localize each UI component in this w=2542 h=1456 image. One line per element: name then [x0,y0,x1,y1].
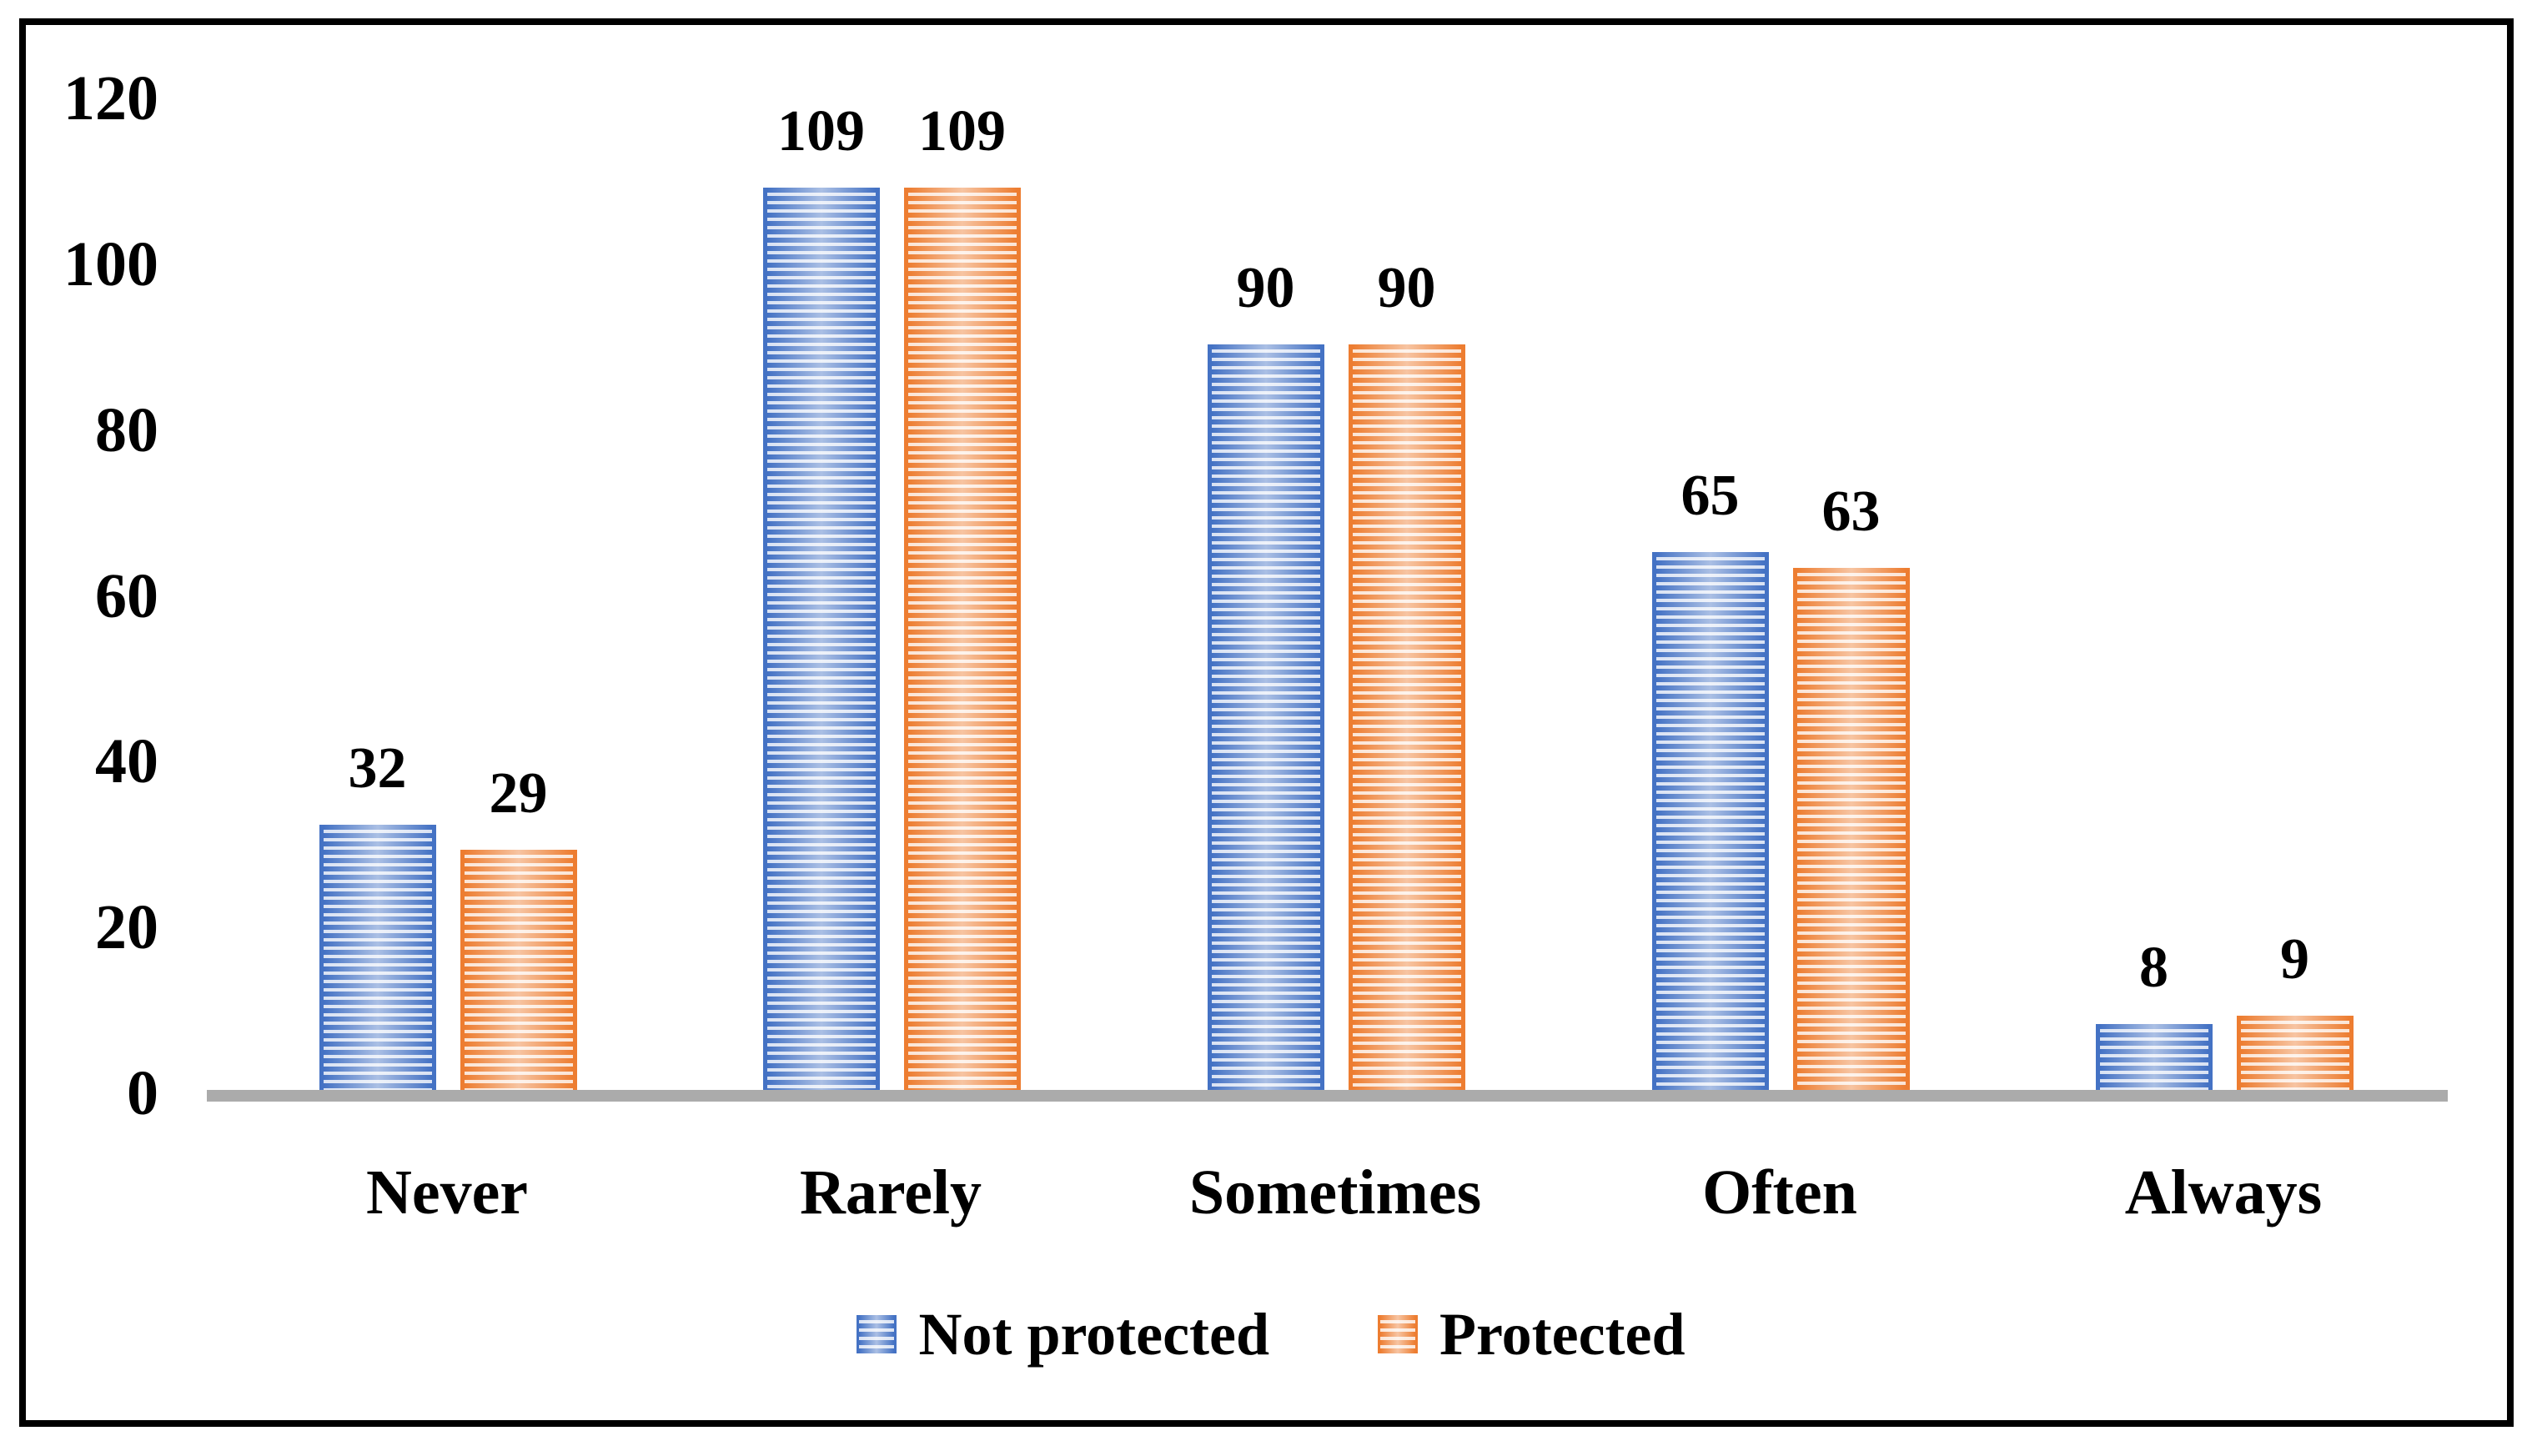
y-tick-label: 60 [95,560,158,631]
y-tick-label: 20 [95,892,158,963]
data-label: 65 [1680,464,1740,528]
legend-swatch-icon [1378,1315,1419,1353]
x-category-label-often: Often [1702,1157,1857,1228]
x-category-label-always: Always [2124,1157,2323,1228]
bar-protected-sometimes [1348,344,1465,1090]
data-label: 90 [1236,256,1295,320]
bar-not-protected-always [2095,1024,2213,1090]
y-tick-label: 100 [63,229,158,299]
bar-not-protected-never [319,825,436,1090]
x-axis-line [207,1090,2448,1102]
bar-protected-always [2236,1016,2354,1090]
legend-swatch-icon [857,1315,897,1353]
bar-not-protected-sometimes [1207,344,1324,1090]
y-tick-label: 0 [127,1058,158,1128]
legend-item-not-protected: Not protected [857,1301,1269,1368]
bar-protected-often [1792,568,1910,1090]
data-label: 109 [918,99,1006,163]
data-label: 109 [777,99,865,163]
data-label: 8 [2139,936,2168,1000]
legend-label: Not protected [918,1301,1270,1368]
data-label: 32 [348,736,407,801]
y-tick-label: 80 [95,394,158,465]
data-label: 9 [2280,927,2309,992]
data-label: 90 [1377,256,1436,320]
data-label: 63 [1821,479,1881,544]
x-category-label-rarely: Rarely [799,1157,982,1228]
chart-border-frame [19,18,2514,1427]
bar-not-protected-rarely [762,188,880,1090]
y-tick-label: 120 [63,63,158,134]
bar-not-protected-often [1651,552,1769,1090]
x-category-label-never: Never [365,1157,529,1228]
bar-protected-rarely [903,188,1021,1090]
bar-protected-never [460,850,577,1090]
legend: Not protected Protected [0,1298,2542,1371]
data-label: 29 [489,761,548,826]
legend-item-protected: Protected [1378,1301,1685,1368]
y-tick-label: 40 [95,726,158,797]
legend-label: Protected [1439,1301,1685,1368]
x-category-label-sometimes: Sometimes [1188,1157,1482,1228]
